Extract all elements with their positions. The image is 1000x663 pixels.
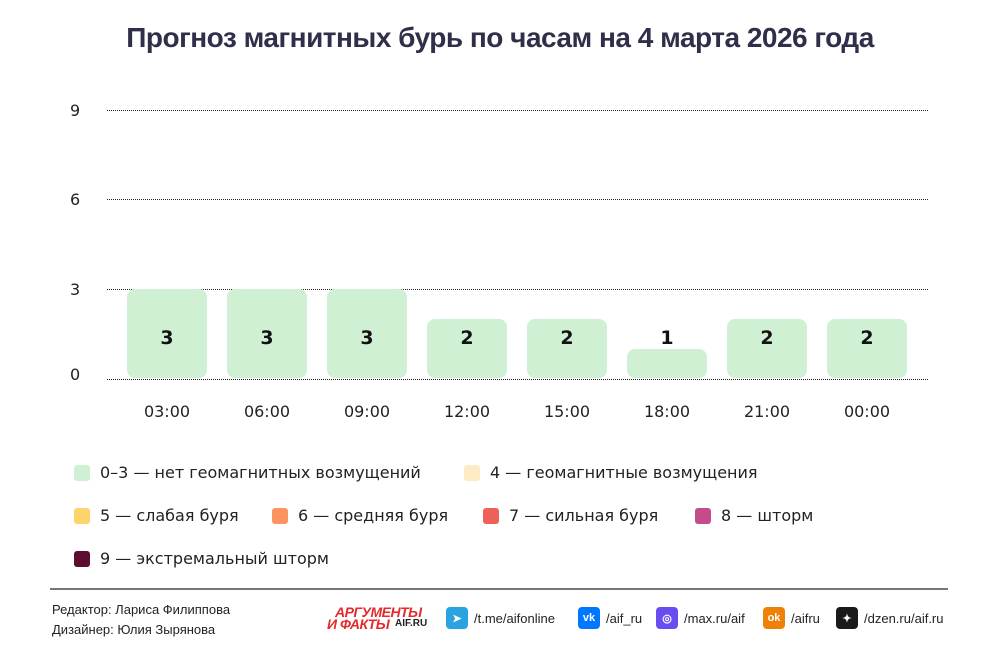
ok-icon: ok <box>763 607 785 629</box>
legend-swatch <box>483 507 499 524</box>
bar-value-label: 2 <box>860 327 874 349</box>
aif-logo[interactable]: АРГУМЕНТЫ И ФАКТЫ AIF.RU <box>327 604 428 632</box>
social-link[interactable]: vk/aif_ru <box>578 607 642 629</box>
legend-item: 6 — средняя буря <box>272 506 448 525</box>
y-tick: 6 <box>70 190 81 209</box>
legend-item: 8 — шторм <box>695 506 813 525</box>
dzen-icon: ✦ <box>836 607 858 629</box>
footer-divider <box>50 588 948 590</box>
social-link-text: /dzen.ru/aif.ru <box>864 610 944 626</box>
legend-item: 5 — слабая буря <box>74 506 239 525</box>
bar <box>327 289 407 378</box>
max-icon: ◎ <box>656 607 678 629</box>
vk-icon: vk <box>578 607 600 629</box>
legend-item: 4 — геомагнитные возмущения <box>464 463 758 482</box>
social-link-text: /aifru <box>791 610 820 626</box>
legend-swatch <box>74 550 90 567</box>
bar-value-label: 2 <box>460 327 474 349</box>
gridline <box>107 110 928 111</box>
bar-value-label: 1 <box>660 327 674 349</box>
bar-value-label: 2 <box>760 327 774 349</box>
x-tick: 09:00 <box>343 402 391 421</box>
legend-label: 9 — экстремальный шторм <box>100 549 329 568</box>
social-link[interactable]: ok/aifru <box>763 607 820 629</box>
legend-label: 5 — слабая буря <box>100 506 239 525</box>
bar-value-label: 2 <box>560 327 574 349</box>
legend-swatch <box>272 507 288 524</box>
social-link[interactable]: ◎ /max.ru/aif <box>656 607 745 629</box>
y-tick: 3 <box>70 280 81 299</box>
bar <box>527 319 607 378</box>
social-link-text: /t.me/aifonline <box>474 610 555 626</box>
x-tick: 06:00 <box>243 402 291 421</box>
bar-value-label: 3 <box>160 327 174 349</box>
x-tick: 18:00 <box>643 402 691 421</box>
legend-label: 6 — средняя буря <box>298 506 449 525</box>
bar-value-label: 3 <box>260 327 274 349</box>
bar-chart: 9 6 3 0 3 03:00 3 06:00 3 09:00 2 12:00 2 15:00 1 1… <box>70 101 928 421</box>
chart-title: Прогноз магнитных бурь по часам на 4 мар… <box>126 22 874 53</box>
x-tick: 00:00 <box>843 402 891 421</box>
legend-swatch <box>464 464 480 481</box>
x-tick: 03:00 <box>143 402 191 421</box>
social-link[interactable]: ➤ /t.me/aifonline <box>446 607 555 629</box>
legend-label: 7 — сильная буря <box>509 506 659 525</box>
x-tick: 15:00 <box>543 402 591 421</box>
legend-swatch <box>695 507 711 524</box>
bar <box>227 289 307 378</box>
y-tick: 0 <box>70 365 81 384</box>
legend-swatch <box>74 507 90 524</box>
bar-value-label: 3 <box>360 327 374 349</box>
gridline <box>107 199 928 200</box>
editor-credit: Редактор: Лариса Филиппова <box>52 602 231 617</box>
legend-label: 4 — геомагнитные возмущения <box>490 463 758 482</box>
legend-item: 0–3 — нет геомагнитных возмущений <box>74 463 421 482</box>
gridline <box>107 289 928 290</box>
bar <box>127 289 207 378</box>
social-link-text: /max.ru/aif <box>684 610 745 626</box>
designer-credit: Дизайнер: Юлия Зырянова <box>52 622 216 637</box>
legend-label: 8 — шторм <box>721 506 814 525</box>
legend-label: 0–3 — нет геомагнитных возмущений <box>100 463 421 482</box>
bar <box>827 319 907 378</box>
legend-swatch <box>74 464 90 481</box>
x-tick: 12:00 <box>443 402 491 421</box>
x-tick: 21:00 <box>743 402 791 421</box>
gridline <box>107 379 928 380</box>
social-link-text: /aif_ru <box>606 610 643 626</box>
telegram-icon: ➤ <box>446 607 468 629</box>
bar <box>627 349 707 378</box>
bar <box>727 319 807 378</box>
social-link[interactable]: ✦ /dzen.ru/aif.ru <box>836 607 944 629</box>
credits: Редактор: Лариса Филиппова Дизайнер: Юли… <box>52 600 230 640</box>
legend-item: 9 — экстремальный шторм <box>74 549 329 568</box>
legend-item: 7 — сильная буря <box>483 506 658 525</box>
bar <box>427 319 507 378</box>
y-tick: 9 <box>70 101 81 120</box>
